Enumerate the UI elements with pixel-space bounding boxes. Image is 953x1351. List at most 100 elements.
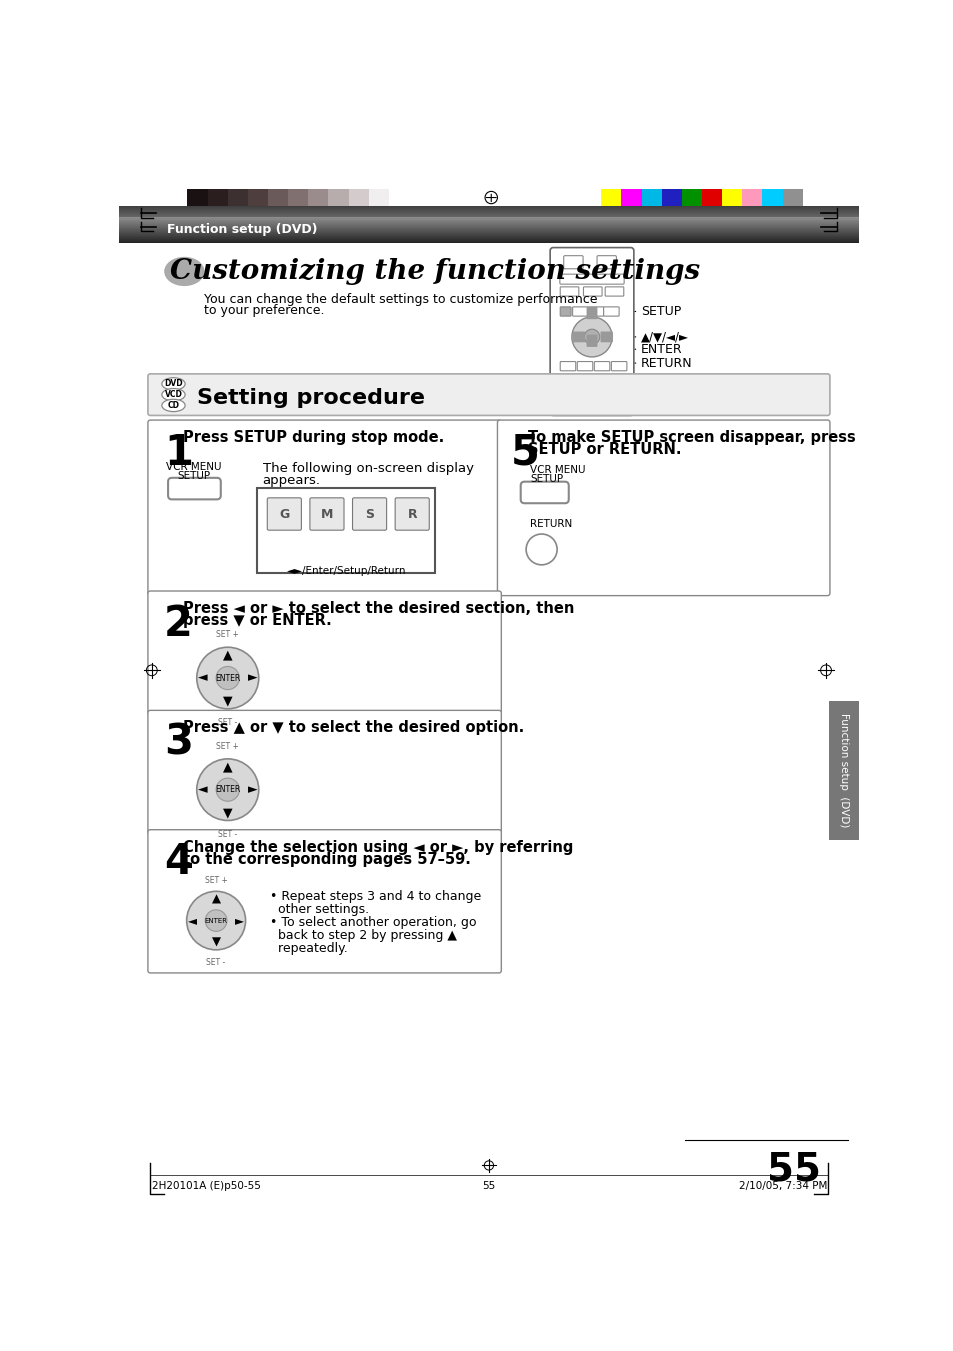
Text: ►: ► (248, 784, 257, 796)
Text: SETUP: SETUP (177, 471, 210, 481)
Text: SET +: SET + (205, 875, 228, 885)
FancyBboxPatch shape (603, 307, 618, 316)
Text: 4: 4 (164, 842, 193, 884)
Bar (681, 189, 701, 205)
FancyBboxPatch shape (604, 286, 623, 296)
Text: Press ◄ or ► to select the desired section, then: Press ◄ or ► to select the desired secti… (183, 601, 574, 616)
Text: CD: CD (168, 401, 179, 409)
Text: appears.: appears. (262, 474, 320, 486)
Bar (620, 189, 641, 205)
FancyBboxPatch shape (586, 335, 597, 347)
Text: SETUP or RETURN.: SETUP or RETURN. (528, 442, 681, 458)
FancyBboxPatch shape (599, 331, 612, 342)
FancyBboxPatch shape (563, 255, 582, 269)
FancyBboxPatch shape (267, 497, 301, 530)
Text: ◄: ◄ (188, 915, 197, 927)
Circle shape (525, 534, 557, 565)
FancyBboxPatch shape (572, 307, 587, 316)
Bar (348, 189, 369, 205)
Text: 1: 1 (164, 431, 193, 474)
Bar (288, 189, 308, 205)
Text: ▲: ▲ (223, 761, 233, 773)
Text: ▼: ▼ (223, 807, 233, 819)
Text: S: S (365, 508, 374, 520)
Ellipse shape (162, 389, 185, 401)
Text: ▼: ▼ (223, 694, 233, 708)
Bar (328, 189, 348, 205)
Text: The following on-screen display: The following on-screen display (262, 462, 473, 476)
FancyBboxPatch shape (583, 286, 601, 296)
Text: To make SETUP screen disappear, press: To make SETUP screen disappear, press (528, 430, 855, 444)
Text: to the corresponding pages 57–59.: to the corresponding pages 57–59. (183, 852, 470, 867)
FancyBboxPatch shape (572, 331, 584, 342)
Circle shape (581, 396, 589, 403)
Text: G: G (279, 508, 289, 520)
Circle shape (564, 396, 572, 403)
Text: SETUP: SETUP (530, 474, 562, 484)
Circle shape (187, 892, 245, 950)
Circle shape (216, 666, 239, 689)
Text: VCD: VCD (164, 390, 182, 399)
Ellipse shape (164, 257, 204, 286)
FancyBboxPatch shape (559, 307, 571, 316)
Text: ◄: ◄ (198, 784, 208, 796)
FancyBboxPatch shape (353, 497, 386, 530)
Bar (268, 189, 288, 205)
Bar (828, 701, 858, 840)
Text: Change the selection using ◄ or ►, by referring: Change the selection using ◄ or ►, by re… (183, 840, 573, 855)
Text: ENTER: ENTER (640, 343, 681, 355)
Text: press ▼ or ENTER.: press ▼ or ENTER. (183, 613, 332, 628)
Text: DVD: DVD (164, 380, 183, 388)
Text: ▲: ▲ (223, 648, 233, 662)
FancyBboxPatch shape (597, 255, 616, 269)
Text: ◄: ◄ (198, 671, 208, 685)
Text: to your preference.: to your preference. (204, 304, 325, 316)
Text: SETUP: SETUP (640, 305, 680, 317)
Bar (228, 189, 248, 205)
Text: 55: 55 (766, 1150, 820, 1189)
Text: Press ▲ or ▼ to select the desired option.: Press ▲ or ▼ to select the desired optio… (183, 720, 523, 735)
Text: SET +: SET + (216, 631, 239, 639)
Bar (248, 189, 268, 205)
Bar (308, 189, 328, 205)
FancyBboxPatch shape (559, 274, 623, 284)
Text: 2H20101A (E)p50-55: 2H20101A (E)p50-55 (152, 1181, 260, 1192)
Text: back to step 2 by pressing ▲: back to step 2 by pressing ▲ (270, 929, 456, 942)
Text: M: M (320, 508, 333, 520)
Circle shape (583, 330, 599, 345)
Circle shape (205, 909, 227, 931)
Text: VCR MENU: VCR MENU (166, 462, 221, 473)
Text: 3: 3 (164, 721, 193, 763)
Circle shape (196, 647, 258, 709)
Circle shape (597, 362, 604, 370)
Text: ▲: ▲ (212, 893, 220, 905)
Text: ◄►/Enter/Setup/Return: ◄►/Enter/Setup/Return (286, 566, 406, 577)
Circle shape (216, 778, 239, 801)
Text: SET -: SET - (218, 719, 237, 727)
Bar (741, 189, 761, 205)
Bar (600, 189, 620, 205)
Text: Function setup  (DVD): Function setup (DVD) (838, 713, 848, 828)
FancyBboxPatch shape (594, 362, 609, 370)
Text: ▼: ▼ (212, 936, 220, 948)
FancyBboxPatch shape (586, 307, 597, 319)
Text: VCR MENU: VCR MENU (530, 466, 585, 476)
Text: • Repeat steps 3 and 4 to change: • Repeat steps 3 and 4 to change (270, 890, 481, 902)
Text: ►: ► (248, 671, 257, 685)
Text: RETURN: RETURN (530, 519, 572, 530)
Bar (761, 189, 781, 205)
Text: repeatedly.: repeatedly. (270, 942, 348, 955)
Bar (369, 189, 389, 205)
Ellipse shape (162, 378, 185, 390)
FancyBboxPatch shape (148, 830, 500, 973)
Text: 5: 5 (510, 431, 539, 474)
Text: ►: ► (234, 915, 244, 927)
Text: Press SETUP during stop mode.: Press SETUP during stop mode. (183, 430, 443, 444)
Bar (661, 189, 681, 205)
Text: Customizing the function settings: Customizing the function settings (170, 258, 699, 285)
Text: ▲/▼/◄/►: ▲/▼/◄/► (640, 331, 688, 343)
Text: Setting procedure: Setting procedure (196, 388, 424, 408)
Text: SET -: SET - (206, 958, 226, 967)
Text: Function setup (DVD): Function setup (DVD) (167, 223, 317, 236)
Text: ENTER: ENTER (214, 674, 240, 682)
